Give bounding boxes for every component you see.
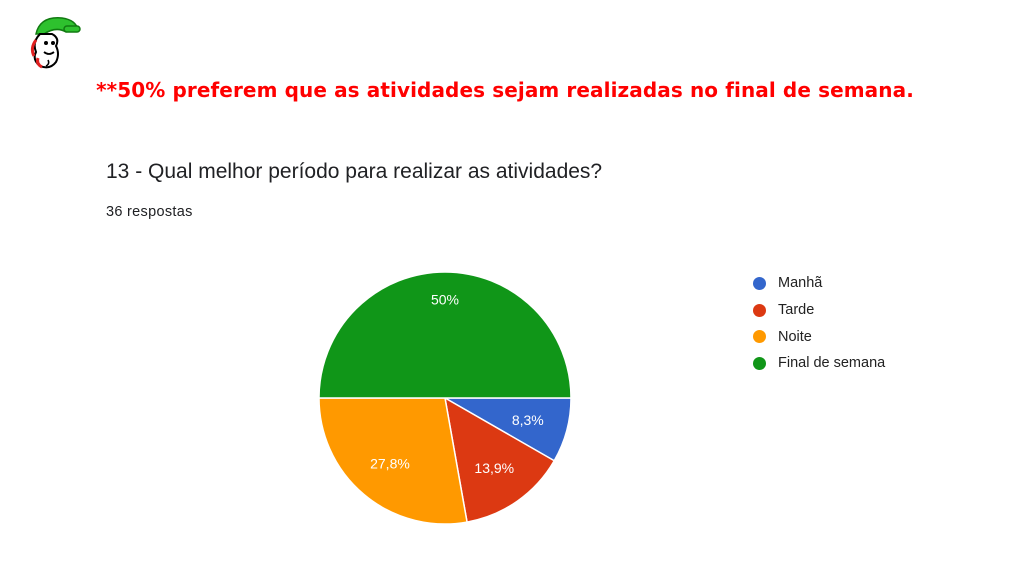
- legend-item-manha[interactable]: Manhã: [753, 270, 885, 297]
- headline: **50% preferem que as atividades sejam r…: [96, 78, 914, 102]
- legend-label: Noite: [778, 328, 812, 345]
- legend-dot-icon: [753, 330, 766, 344]
- data-label-final-de-semana: 50%: [431, 292, 459, 308]
- pie-slice-final-de-semana[interactable]: [318, 271, 572, 399]
- data-label-tarde: 13,9%: [474, 460, 514, 476]
- question-title: 13 - Qual melhor período para realizar a…: [106, 160, 603, 183]
- legend-item-noite[interactable]: Noite: [753, 323, 885, 350]
- legend: Manhã Tarde Noite Final de semana: [753, 270, 885, 377]
- legend-label: Final de semana: [778, 355, 886, 372]
- legend-label: Tarde: [778, 302, 815, 319]
- data-label-noite: 27,8%: [370, 456, 410, 472]
- legend-item-tarde[interactable]: Tarde: [753, 297, 885, 324]
- legend-item-final-de-semana[interactable]: Final de semana: [753, 350, 885, 377]
- response-count: 36 respostas: [106, 204, 193, 220]
- monkey-cap-logo-icon: [30, 17, 81, 69]
- pie-slice-noite[interactable]: [318, 397, 468, 525]
- legend-dot-icon: [753, 303, 766, 317]
- pie-slice-tarde[interactable]: [443, 396, 556, 523]
- legend-label: Manhã: [778, 275, 823, 292]
- pie-chart: 8,3% 13,9% 27,8% 50%: [318, 271, 572, 525]
- legend-dot-icon: [753, 276, 766, 290]
- data-label-manha: 8,3%: [512, 412, 544, 428]
- legend-dot-icon: [753, 356, 766, 370]
